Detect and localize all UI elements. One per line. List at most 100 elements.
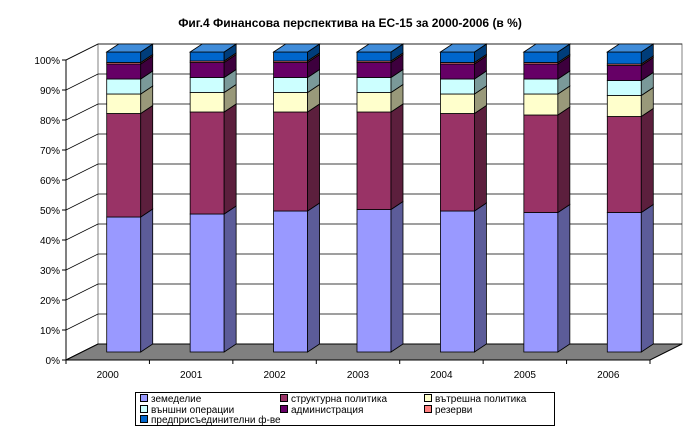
bar-2002-s4 [273,62,308,78]
bar-2006-s6 [606,51,642,65]
y-tick-label: 20% [40,296,60,307]
bar-2001-s3 [189,77,225,93]
bar-2000-s3 [106,78,142,95]
x-tick-label: 2005 [514,370,537,381]
bar-2005-s0-side [557,203,571,353]
bar-2005-s3 [523,78,559,95]
bar-2005-s2 [523,93,559,116]
bar-2000-s6 [106,51,142,63]
bar-2004-s6 [440,51,475,63]
y-tick-label: 80% [40,116,60,127]
legend-swatch [140,394,148,402]
bar-2004-s2 [440,93,475,114]
legend-swatch [280,394,288,402]
legend-label: предприсъединителни ф-ве [151,415,281,426]
legend-swatch [280,404,288,413]
bar-2006-s0 [606,212,642,353]
bar-2005-s1 [523,114,559,213]
bar-2000-s1-side [140,104,154,218]
bar-2001-s0-side [223,205,237,353]
bar-2000-s0 [106,216,142,353]
bar-2001-s0 [189,213,225,353]
x-tick-label: 2003 [347,370,370,381]
bar-2005-s1-side [557,106,571,214]
bar-2006-s3 [606,80,642,96]
bar-2004-s1-side [474,104,487,212]
gridline [65,43,682,61]
gridline [65,73,682,91]
bar-2002-s6 [273,51,308,62]
bar-2002-s0 [273,210,308,353]
y-tick-label: 90% [40,86,60,97]
bar-2001-s1-side [223,103,237,215]
bar-2003-s3 [356,77,392,93]
bar-2003-s1-side [390,103,404,211]
legend-label: вътрешна политика [435,394,527,405]
bar-2001-s1 [189,111,225,215]
bar-2004-s1 [440,113,475,212]
y-tick-label: 10% [40,326,60,337]
bar-2002-s1 [273,111,308,212]
bar-2002-s3 [273,77,308,93]
bar-2003-s4 [356,62,392,78]
bar-2000-s6-top [105,43,155,53]
y-tick-label: 60% [40,176,60,187]
bar-2005-s0 [523,212,559,353]
bar-2002-s0-side [307,202,320,353]
bar-2002-s1-side [307,103,320,212]
gridline [65,223,682,241]
bar-2003-s6 [356,51,392,62]
legend-swatch [140,404,148,413]
bar-2000-s1 [106,113,142,218]
bar-2003-s2 [356,92,392,113]
x-tick-label: 2000 [97,370,120,381]
bar-2003-s0 [356,209,392,353]
bar-2001-s2 [189,92,225,113]
gridline [65,313,682,331]
legend-item: външни операции [140,404,235,416]
legend-item: структурна политика [280,394,387,405]
bar-2005-s4 [523,63,559,80]
legend-label: земеделие [151,394,202,405]
bar-2000-s0-side [140,208,154,353]
bar-2006-s4 [606,65,642,81]
gridline [65,103,682,121]
legend-swatch [424,404,432,413]
legend-label: външни операции [151,404,235,416]
legend-item: земеделие [140,394,201,405]
bar-2003-s6-top [355,43,405,53]
legend-label: администрация [291,404,364,416]
chart-title: Фиг.4 Финансова перспектива на ЕС-15 за … [178,16,522,30]
bar-2006-s6-top [605,43,655,53]
x-tick-label: 2004 [430,370,453,381]
gridline [65,193,682,211]
y-tick-label: 30% [40,266,60,277]
legend-swatch [424,394,432,402]
bar-2001-s6 [189,51,225,62]
y-tick-label: 50% [40,206,60,217]
bar-2000-s4 [106,63,142,80]
gridline [65,163,682,181]
chart-legend: земеделие структурна политика вътрешна пол… [135,392,555,426]
y-tick-label: 100% [34,56,60,67]
legend-item: администрация [280,404,364,416]
gridline [65,283,682,301]
y-tick-label: 40% [40,236,60,247]
bar-2001-s4 [189,62,225,78]
bar-2006-s1-side [640,107,654,214]
bar-2004-s0-side [474,202,487,353]
legend-swatch [140,415,148,423]
legend-label: структурна политика [291,394,388,405]
x-tick-label: 2006 [597,370,620,381]
y-tick-label: 0% [46,356,61,367]
gridline [65,133,682,151]
bar-2004-s3 [440,78,475,95]
bar-2006-s2 [606,95,642,117]
x-tick-label: 2001 [180,370,203,381]
legend-item: вътрешна политика [424,394,526,405]
bar-2001-s6-top [188,43,238,53]
legend-item: предприсъединителни ф-ве [140,415,281,426]
bar-2002-s6-top [272,43,321,53]
y-tick-label: 70% [40,146,60,157]
bar-2006-s0-side [640,203,654,353]
